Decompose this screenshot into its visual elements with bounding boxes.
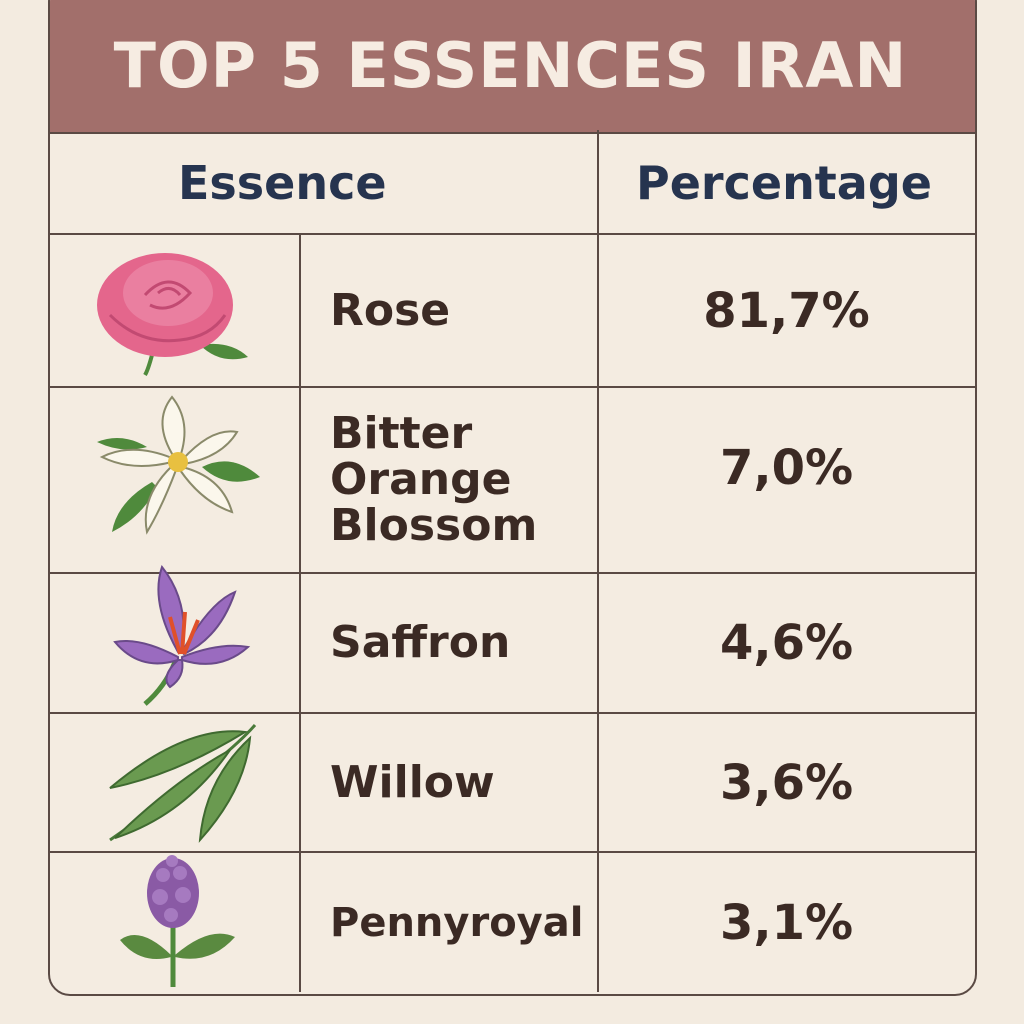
rose-icon [97, 253, 248, 377]
column-line [597, 130, 599, 992]
saffron-icon [113, 564, 251, 706]
percentage: 7,0% [719, 440, 854, 496]
row-line [48, 572, 975, 574]
row-line [48, 386, 975, 388]
essence-name: Saffron [330, 617, 511, 668]
column-line [299, 234, 301, 992]
title-band [50, 0, 975, 134]
orange-blossom-icon [97, 395, 260, 535]
row-line [48, 712, 975, 714]
percentage: 3,1% [719, 894, 854, 951]
willow-icon [109, 724, 257, 843]
essence-name: Bitter Orange Blossom [330, 408, 538, 551]
row-line [48, 851, 975, 853]
essence-name: Rose [330, 284, 451, 336]
essence-name: Pennyroyal [330, 899, 584, 946]
percentage: 3,6% [719, 754, 854, 811]
title: TOP 5 ESSENCES IRAN [113, 28, 908, 102]
essence-name: Willow [330, 756, 495, 808]
header-cell: Essence [178, 155, 387, 210]
percentage: 81,7% [703, 282, 870, 339]
row-line [48, 233, 975, 235]
percentage: 4,6% [719, 615, 854, 671]
pennyroyal-icon [120, 855, 235, 987]
header-cell: Percentage [636, 155, 932, 210]
